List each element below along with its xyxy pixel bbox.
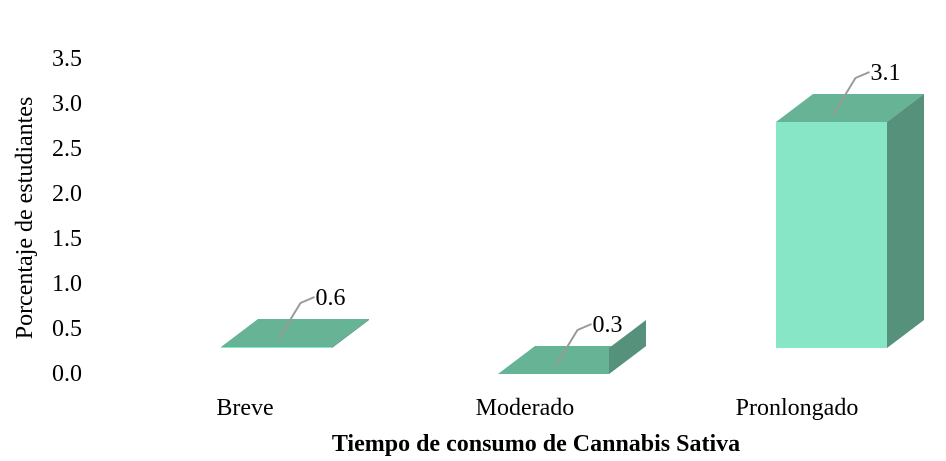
bar-front [776, 122, 887, 348]
bar-front [221, 347, 332, 348]
y-tick-label: 2.0 [52, 181, 82, 207]
bar [776, 94, 924, 348]
bar [221, 319, 369, 348]
data-label: 0.6 [316, 285, 346, 311]
y-tick-label: 0.5 [52, 316, 82, 342]
bar-side [332, 319, 369, 348]
y-tick-label: 1.0 [52, 271, 82, 297]
x-category-label: Moderado [476, 395, 575, 421]
y-tick-label: 0.0 [52, 361, 82, 387]
bar-top [776, 94, 924, 122]
bars [221, 94, 924, 374]
y-tick-label: 3.0 [52, 91, 82, 117]
bar [498, 320, 646, 374]
bar-side [609, 320, 646, 374]
x-category-label: Pronlongado [736, 395, 859, 421]
y-axis-label: Porcentaje de estudiantes [12, 97, 38, 340]
x-axis-categories: Breve Moderado Pronlongado [216, 395, 858, 421]
data-label-leader [832, 71, 870, 115]
data-label-leader [554, 323, 592, 367]
x-category-label: Breve [216, 395, 273, 421]
data-label: 3.1 [871, 60, 901, 86]
y-tick-label: 2.5 [52, 136, 82, 162]
bar-side [887, 94, 924, 348]
y-tick-label: 3.5 [52, 46, 82, 72]
data-label: 0.3 [593, 312, 623, 338]
data-label-leader [277, 296, 315, 340]
bar-top [221, 319, 369, 347]
x-axis-label: Tiempo de consumo de Cannabis Sativa [332, 431, 740, 457]
data-labels: 0.6 0.3 3.1 [277, 60, 901, 367]
y-tick-label: 1.5 [52, 226, 82, 252]
y-axis-ticks: 0.0 0.5 1.0 1.5 2.0 2.5 3.0 3.5 [52, 46, 82, 387]
